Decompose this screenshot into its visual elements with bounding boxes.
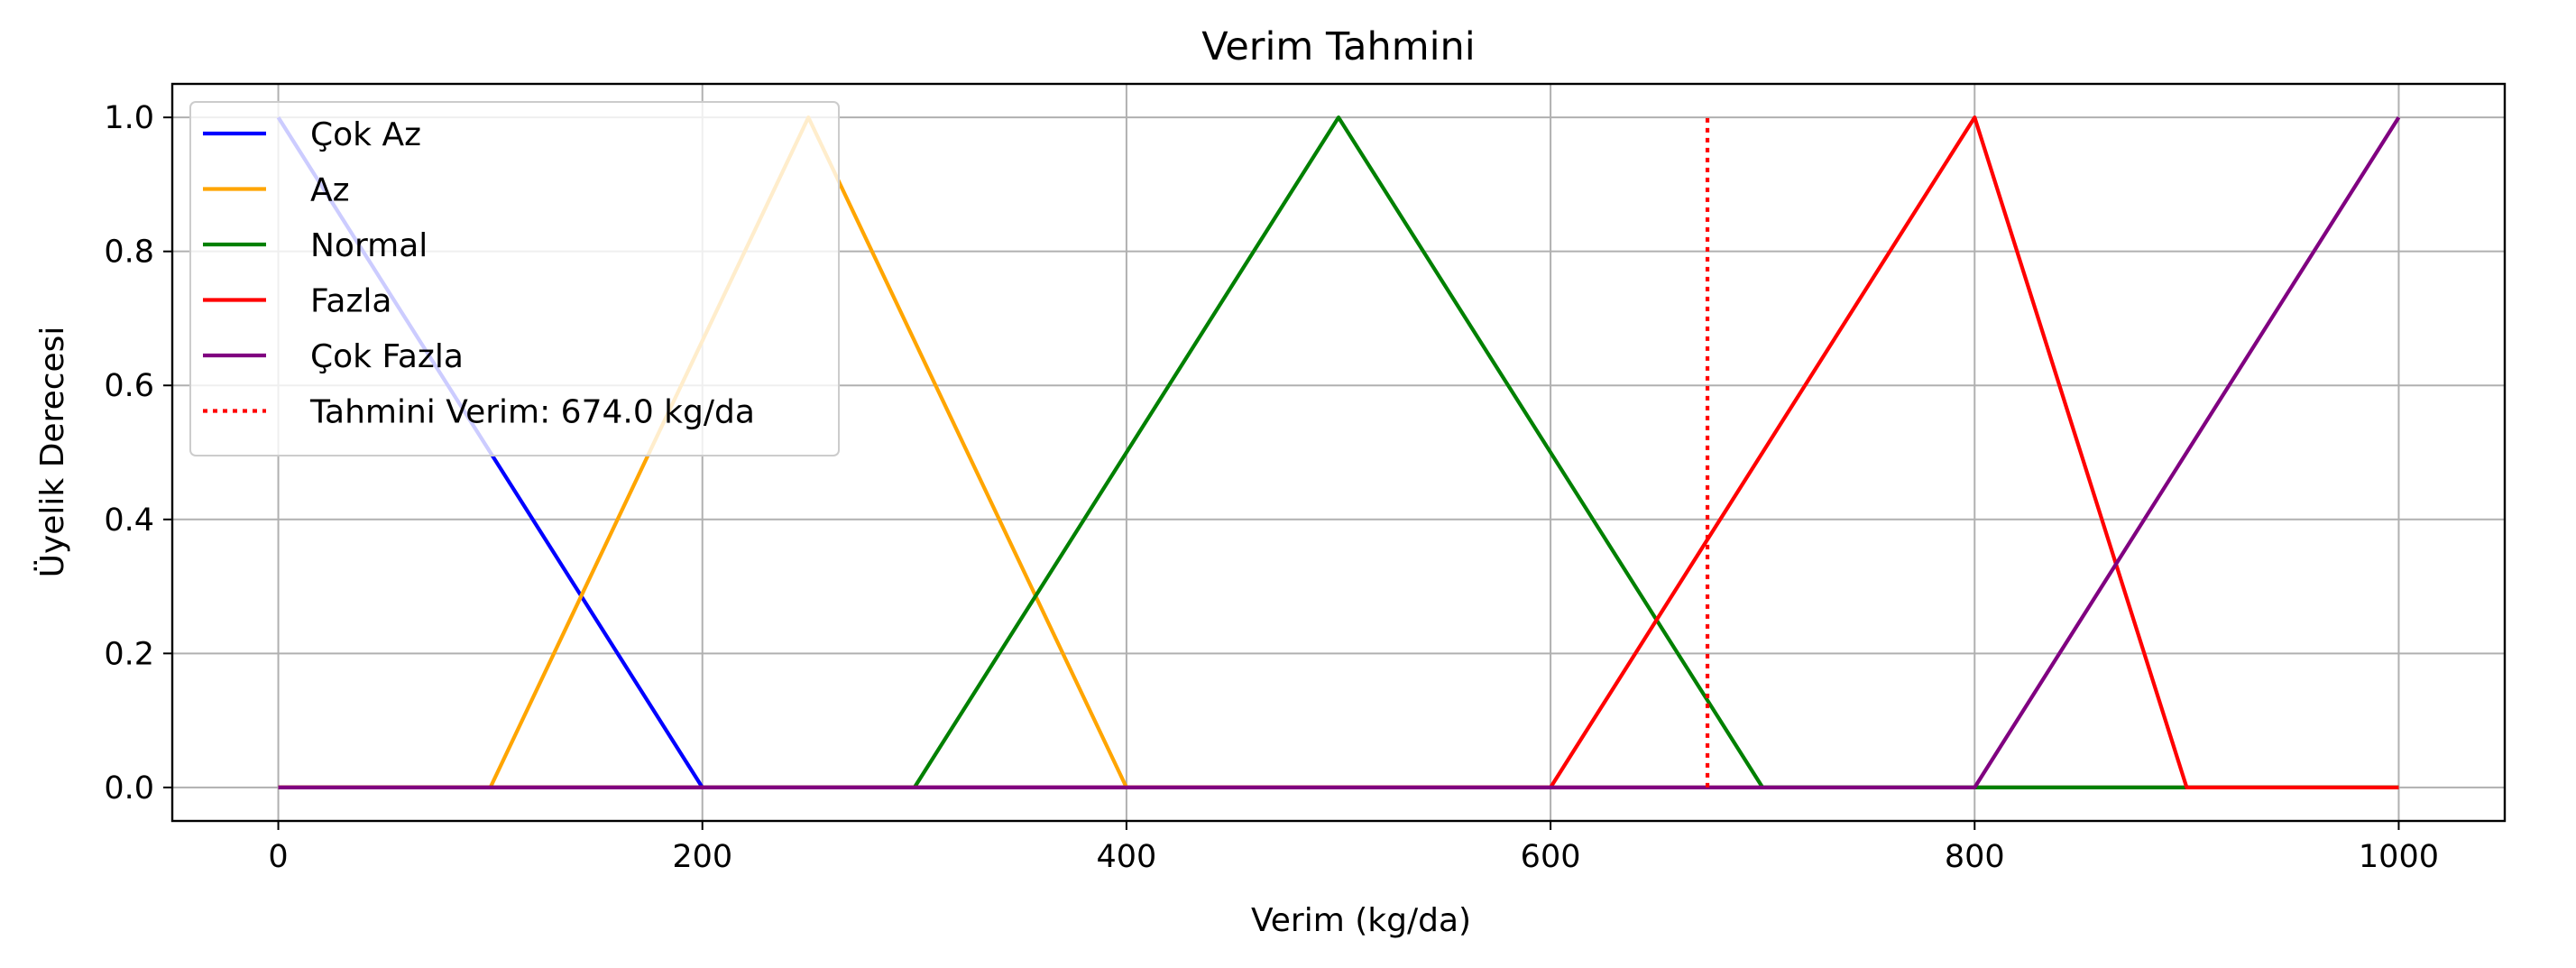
- x-tick-label: 0: [268, 839, 288, 875]
- legend-label: Az: [310, 172, 350, 209]
- legend-label: Çok Fazla: [310, 338, 464, 375]
- legend-label: Normal: [310, 227, 428, 264]
- x-tick-label: 400: [1097, 839, 1157, 875]
- chart-title: Verim Tahmini: [1201, 24, 1476, 69]
- x-axis-label: Verim (kg/da): [1251, 902, 1471, 939]
- y-axis-label: Üyelik Derecesi: [33, 327, 71, 578]
- y-tick-label: 0.2: [104, 636, 154, 672]
- plot-frame: [170, 82, 2507, 823]
- series-line: [278, 116, 2401, 789]
- y-tick-label: 0.0: [104, 770, 154, 807]
- y-tick-label: 0.8: [104, 235, 154, 271]
- x-tick-label: 1000: [2359, 839, 2439, 875]
- y-tick-label: 0.6: [104, 368, 154, 404]
- legend-box: [189, 101, 840, 456]
- legend-label: Fazla: [310, 283, 391, 320]
- y-tick-label: 1.0: [104, 100, 154, 136]
- x-tick-label: 800: [1945, 839, 2005, 875]
- legend: Çok Az Az Normal Fazla Çok Fazla Tahmini Veri…: [189, 101, 840, 456]
- legend-label: Tahmini Verim: 674.0 kg/da: [309, 394, 755, 431]
- y-tick-label: 0.4: [104, 502, 154, 539]
- legend-label: Çok Az: [310, 116, 421, 153]
- ticks: 0 200 400 600 800 1000 0.0 0.2 0.4 0.6 0.8 1.0: [104, 100, 2439, 875]
- x-tick-label: 200: [672, 839, 732, 875]
- x-tick-label: 600: [1521, 839, 1581, 875]
